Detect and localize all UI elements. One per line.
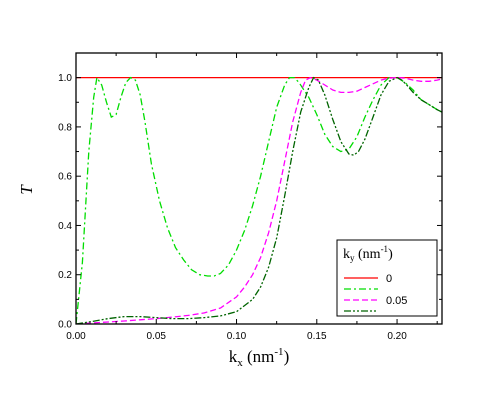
legend-label-0: 0 [386, 273, 392, 285]
legend-entries: 00.05 [344, 273, 407, 312]
x-axis-title-sub: x [237, 357, 243, 369]
x-axis-title-sup: -1 [274, 346, 283, 358]
y-axis-title: T [17, 184, 36, 195]
legend-title-base: k [343, 247, 350, 262]
ticks-layer: 0.00 0.05 0.10 0.15 0.20 0.0 0.2 0.4 0.6 0.8 1.0 [58, 52, 442, 342]
x-tick-label: 0.00 [66, 331, 86, 342]
legend-title-sup: -1 [381, 244, 389, 254]
series-line-1 [76, 75, 442, 324]
x-axis-title-base: k [229, 347, 238, 366]
legend-label-2: 0.05 [386, 295, 407, 307]
legend-title-close: ) [388, 247, 393, 262]
x-axis-title: kx (nm-1) [229, 346, 289, 369]
legend: ky (nm-1) 00.05 [336, 239, 438, 317]
x-tick-label: 0.10 [227, 331, 247, 342]
legend-title: ky (nm-1) [343, 244, 393, 263]
y-tick-label: 0.2 [58, 270, 72, 281]
y-tick-label: 1.0 [58, 73, 72, 84]
x-tick-label: 0.05 [147, 331, 167, 342]
y-tick-label: 0.0 [58, 320, 72, 331]
series-layer [76, 75, 442, 324]
x-tick-label: 0.20 [387, 331, 407, 342]
y-tick-label: 0.4 [58, 221, 72, 232]
x-tick-label: 0.15 [307, 331, 327, 342]
x-axis-title-close: ) [284, 347, 290, 366]
series-line-2 [76, 76, 442, 324]
y-tick-label: 0.8 [58, 122, 72, 133]
x-axis-title-unit: (nm [243, 347, 275, 366]
plot-frame [75, 52, 443, 325]
legend-title-sub: y [350, 253, 355, 263]
legend-title-unit: (nm [355, 247, 381, 262]
series-line-3 [76, 76, 442, 324]
y-tick-label: 0.6 [58, 172, 72, 183]
